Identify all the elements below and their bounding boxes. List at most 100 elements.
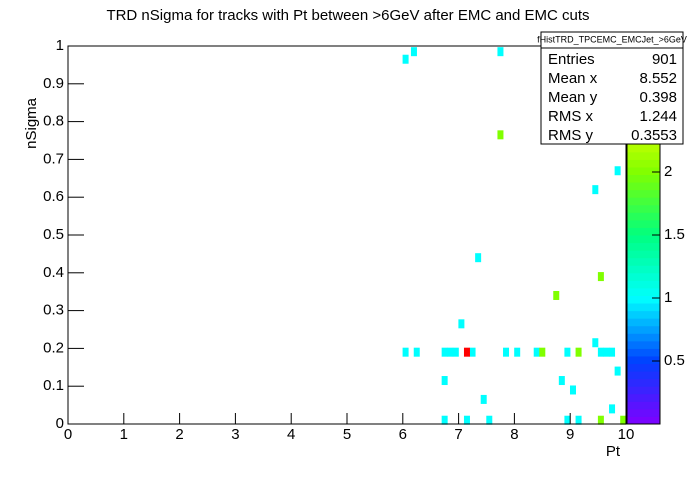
heatmap-cell [603,347,610,357]
heatmap-cell [592,338,599,348]
palette-band [627,159,660,168]
palette-band [627,325,660,334]
heatmap-cell [475,253,482,263]
heatmap-cell [533,347,540,357]
palette-band [627,378,660,387]
y-tick-label: 0.2 [43,339,64,356]
stats-value: 0.3553 [631,127,677,144]
palette-band [627,166,660,176]
heatmap-cell [441,376,448,386]
x-tick-label: 5 [343,426,351,443]
heatmap-cell [447,347,454,357]
palette-band [627,340,660,349]
chart-title: TRD nSigma for tracks with Pt between >6… [106,7,589,24]
palette-band [627,318,660,327]
palette-band [627,371,660,380]
palette-band [627,310,660,319]
heatmap-cell [452,347,459,357]
heatmap-cell [569,385,576,395]
x-tick-label: 9 [566,426,574,443]
palette-band [627,280,660,289]
heatmap-cell [553,290,560,300]
heatmap-cell [609,347,616,357]
x-axis-title: Pt [606,443,621,460]
z-tick-label: 0.5 [664,352,685,369]
heatmap-cell [441,415,448,425]
palette-band [627,393,660,402]
heatmap-cell [592,185,599,195]
stats-value: 901 [652,51,677,68]
heatmap-cell [564,347,571,357]
y-tick-label: 0.7 [43,150,64,167]
palette-band [627,416,660,425]
palette-band [627,355,660,365]
z-tick-label: 1 [664,289,672,306]
y-axis-title: nSigma [23,97,40,149]
palette-band [627,265,660,274]
heatmap-cell [503,347,510,357]
palette-band [627,272,660,281]
y-tick-label: 0.9 [43,75,64,92]
x-tick-label: 3 [231,426,239,443]
palette-band [627,333,660,342]
palette-band [627,257,660,266]
z-tick-label: 1.5 [664,226,685,243]
heatmap-cell [497,47,504,57]
heatmap-cell [614,366,621,376]
palette-band [627,174,660,183]
palette-band [627,182,660,191]
palette-band [627,235,660,244]
palette-band [627,151,660,160]
stats-label: Mean y [548,89,598,106]
heatmap-cell [597,272,604,282]
stats-value: 0.398 [639,89,677,106]
x-tick-label: 8 [510,426,518,443]
palette-band [627,242,660,251]
heatmap-cell [558,376,565,386]
y-tick-label: 0.6 [43,188,64,205]
heatmap-cell [597,415,604,425]
x-tick-label: 2 [175,426,183,443]
palette-band [627,401,660,410]
palette-band [627,204,660,213]
y-tick-label: 0.1 [43,377,64,394]
heatmap-cell [413,347,420,357]
y-tick-label: 1 [56,37,64,54]
x-tick-label: 6 [399,426,407,443]
heatmap-cell [539,347,546,357]
heatmap-cell [402,347,409,357]
palette-band [627,144,660,153]
heatmap-cell [620,415,627,425]
heatmap-cell [609,404,616,414]
stats-value: 1.244 [639,108,677,125]
y-tick-label: 0.4 [43,264,64,281]
palette-band [627,212,660,221]
y-tick-label: 0.5 [43,226,64,243]
stats-title: fHistTRD_TPCEMC_EMCJet_>6GeV [537,34,687,44]
heatmap-cell [458,319,465,329]
stats-label: Entries [548,51,595,68]
y-tick-label: 0 [56,415,64,432]
palette-band [627,219,660,228]
heatmap-cell [514,347,521,357]
x-tick-label: 4 [287,426,295,443]
y-tick-label: 0.3 [43,302,64,319]
x-tick-label: 0 [64,426,72,443]
palette-band [627,197,660,206]
x-tick-label: 7 [454,426,462,443]
stats-value: 8.552 [639,70,677,87]
stats-label: RMS y [548,127,594,144]
heatmap-cell [614,166,621,176]
heatmap-cell [597,347,604,357]
palette-band [627,287,660,296]
palette-band [627,295,660,304]
palette-band [627,363,660,372]
heatmap-cell [469,347,476,357]
heatmap-cell [575,347,582,357]
heatmap-cell [564,415,571,425]
heatmap-cell [486,415,493,425]
palette-band [627,189,660,198]
x-tick-label: 10 [618,426,635,443]
x-tick-label: 1 [120,426,128,443]
